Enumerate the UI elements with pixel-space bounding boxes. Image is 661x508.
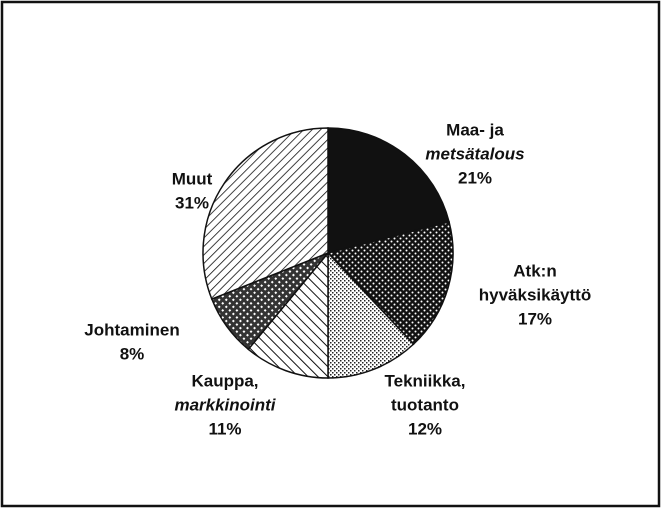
slice-label: Maa- ja: [446, 120, 504, 139]
value-label: 12%: [408, 419, 442, 438]
pie-slice: [326, 221, 454, 346]
slice-label: Atk:n: [513, 261, 556, 280]
value-label: 8%: [120, 344, 145, 363]
slice-label: markkinointi: [174, 395, 276, 414]
slice-label: Kauppa,: [191, 371, 258, 390]
pie-slice: [327, 127, 450, 254]
slice-label: Tekniikka,: [385, 371, 466, 390]
value-label: 31%: [175, 193, 209, 212]
slice-label: Johtaminen: [84, 320, 179, 339]
pie-slice: [202, 127, 329, 300]
slice-label: Muut: [172, 169, 213, 188]
pie-slice: [247, 250, 329, 379]
slice-label: hyväksikäyttö: [479, 285, 591, 304]
slice-label: metsätalous: [425, 144, 524, 163]
pie-slice: [327, 251, 415, 379]
value-label: 17%: [518, 309, 552, 328]
value-label: 21%: [458, 168, 492, 187]
slice-label: tuotanto: [391, 395, 459, 414]
value-label: 11%: [208, 419, 241, 438]
